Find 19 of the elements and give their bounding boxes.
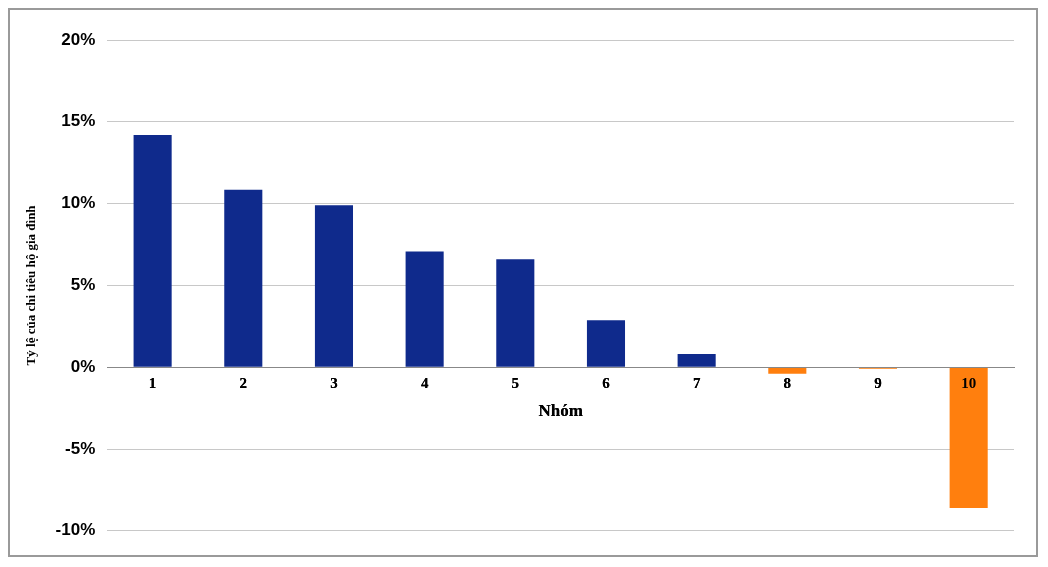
y-tick-label: 20% — [61, 29, 96, 49]
x-tick-label: 10 — [961, 375, 977, 392]
x-tick-label: 9 — [874, 375, 882, 392]
x-axis-title: Nhóm — [538, 400, 583, 420]
y-tick-label: -5% — [65, 438, 96, 458]
x-tick-label: 3 — [330, 375, 338, 392]
y-tick-label: 0% — [70, 356, 96, 376]
y-tick-label: 5% — [70, 275, 96, 295]
y-tick-label: 10% — [61, 193, 96, 213]
x-tick-label: 5 — [511, 375, 520, 392]
x-tick-label: 2 — [239, 375, 248, 392]
x-tick-label: 8 — [783, 375, 792, 392]
x-tick-label: 1 — [148, 375, 157, 392]
y-tick-label: 15% — [61, 111, 96, 131]
y-axis-title: Tỷ lệ của chi tiêu hộ gia đình — [23, 204, 39, 366]
x-tick-label: 7 — [692, 375, 701, 392]
x-tick-label: 4 — [420, 375, 429, 392]
x-tick-label: 6 — [602, 375, 611, 392]
y-tick-label: -10% — [55, 520, 96, 540]
